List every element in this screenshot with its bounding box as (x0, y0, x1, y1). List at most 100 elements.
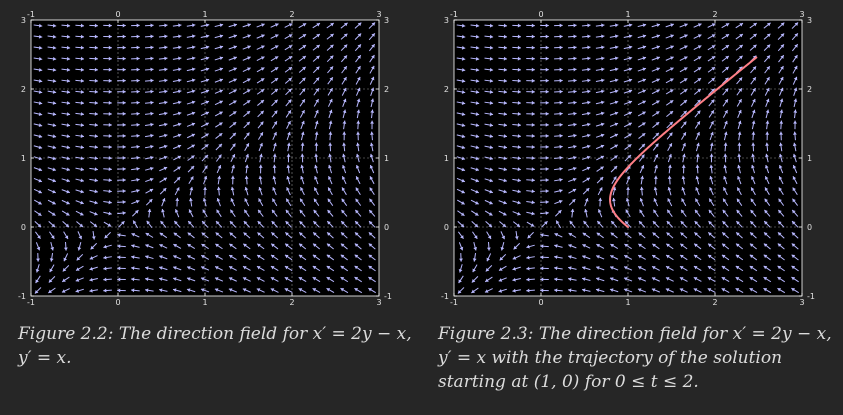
direction-arrow (471, 276, 479, 283)
direction-arrow (637, 277, 647, 282)
direction-arrow (299, 209, 306, 217)
direction-arrow (340, 55, 348, 63)
direction-arrow (158, 277, 168, 282)
direction-arrow (327, 187, 333, 196)
direction-arrow (326, 55, 334, 63)
direction-arrow (160, 220, 167, 228)
direction-arrow (75, 45, 85, 50)
direction-arrow (257, 110, 265, 118)
direction-arrow (610, 232, 618, 239)
direction-arrow (131, 67, 140, 72)
direction-arrow (458, 264, 463, 273)
direction-arrow (202, 197, 207, 207)
direction-arrow (779, 131, 784, 141)
direction-arrow (793, 109, 798, 119)
direction-arrow (214, 78, 224, 83)
direction-arrow (680, 99, 688, 106)
direction-arrow (312, 33, 321, 40)
direction-arrow (721, 265, 730, 272)
direction-arrow (132, 220, 139, 229)
direction-arrow (35, 275, 41, 284)
direction-arrow (484, 90, 494, 94)
direction-arrow (326, 265, 335, 272)
direction-arrow (244, 153, 250, 163)
direction-arrow (200, 78, 210, 83)
direction-arrow (298, 243, 307, 250)
direction-arrow (540, 89, 549, 94)
direction-arrow (456, 156, 466, 161)
direction-arrow (328, 153, 332, 163)
direction-arrow (340, 22, 348, 29)
y-tick-label-right: -1 (384, 292, 392, 301)
direction-arrow (470, 45, 480, 50)
direction-arrow (640, 175, 645, 185)
direction-arrow (567, 111, 577, 116)
direction-arrow (694, 110, 701, 118)
direction-arrow (89, 89, 98, 94)
direction-arrow (300, 164, 305, 174)
direction-arrow (216, 186, 221, 196)
direction-arrow (47, 123, 57, 128)
direction-arrow (103, 200, 112, 205)
direction-arrow (230, 153, 236, 163)
direction-arrow (637, 56, 647, 61)
direction-arrow (751, 142, 756, 152)
direction-arrow (242, 243, 251, 250)
direction-arrow (666, 220, 674, 228)
direction-arrow (512, 67, 521, 72)
direction-arrow (679, 23, 688, 28)
direction-arrow (749, 220, 757, 228)
direction-arrow (200, 67, 210, 72)
direction-arrow (513, 242, 521, 250)
direction-arrow (327, 98, 333, 107)
direction-arrow (33, 79, 43, 83)
direction-arrow (609, 133, 619, 139)
direction-arrow (158, 288, 168, 293)
direction-arrow (722, 220, 729, 228)
direction-arrow (161, 197, 166, 207)
direction-arrow (284, 243, 293, 250)
direction-arrow (456, 101, 466, 105)
direction-arrow (172, 78, 182, 83)
direction-arrow (540, 288, 549, 293)
direction-arrow (47, 78, 57, 83)
direction-arrow (512, 78, 521, 83)
direction-arrow (47, 188, 57, 194)
direction-arrow (216, 209, 222, 218)
direction-arrow (216, 197, 221, 207)
direction-arrow (355, 153, 360, 163)
direction-arrow (144, 277, 154, 282)
direction-arrow (33, 188, 43, 194)
direction-arrow (693, 265, 702, 272)
direction-arrow (355, 65, 361, 74)
direction-arrow (625, 209, 631, 218)
direction-arrow (341, 65, 348, 74)
direction-arrow (764, 65, 771, 74)
direction-arrow (791, 43, 799, 52)
direction-arrow (300, 175, 305, 185)
direction-arrow (735, 232, 743, 239)
direction-arrow (486, 241, 491, 251)
direction-arrow (707, 66, 716, 73)
direction-arrow (117, 111, 126, 116)
direction-arrow (792, 176, 798, 185)
direction-arrow (144, 67, 154, 72)
direction-arrow (103, 266, 112, 271)
direction-arrow (173, 255, 182, 260)
direction-arrow (735, 44, 744, 51)
direction-arrow (568, 177, 577, 183)
direction-arrow (498, 210, 507, 216)
direction-arrow (679, 88, 688, 95)
direction-arrow (341, 76, 347, 85)
direction-arrow (470, 145, 480, 150)
direction-arrow (145, 232, 154, 238)
direction-arrow (470, 23, 480, 28)
direction-arrow (117, 178, 126, 182)
direction-arrow (666, 132, 673, 140)
direction-arrow (749, 265, 758, 272)
direction-arrow (256, 67, 265, 73)
direction-arrow (61, 23, 71, 28)
direction-arrow (61, 276, 70, 283)
direction-arrow (117, 266, 126, 271)
direction-arrow (158, 133, 168, 138)
